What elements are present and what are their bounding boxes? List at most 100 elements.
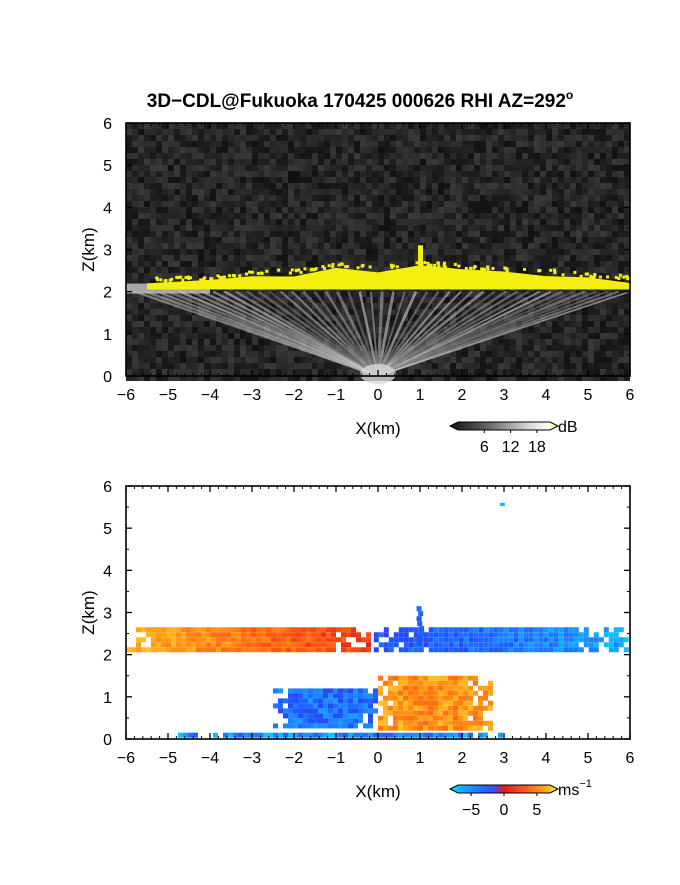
noise-cell: [522, 195, 528, 201]
noise-cell: [240, 141, 246, 147]
velocity-cell: [448, 691, 453, 696]
noise-cell: [300, 195, 306, 201]
velocity-cell: [579, 647, 584, 652]
noise-cell: [522, 171, 528, 177]
noise-cell: [348, 147, 354, 153]
velocity-cell: [403, 706, 408, 711]
noise-cell: [312, 141, 318, 147]
noise-cell: [618, 369, 624, 375]
noise-cell: [126, 357, 132, 363]
noise-cell: [210, 231, 216, 237]
noise-cell: [174, 201, 180, 207]
noise-cell: [180, 147, 186, 153]
velocity-cell: [238, 733, 243, 738]
noise-cell: [546, 183, 552, 189]
velocity-cell: [564, 642, 569, 647]
velocity-cell: [318, 708, 323, 713]
velocity-cell: [439, 637, 444, 642]
velocity-cell: [266, 627, 271, 632]
noise-cell: [330, 135, 336, 141]
velocity-cell: [423, 711, 428, 716]
noise-cell: [540, 237, 546, 243]
noise-cell: [420, 201, 426, 207]
noise-cell: [624, 297, 630, 303]
velocity-cell: [423, 701, 428, 706]
noise-cell: [150, 237, 156, 243]
noise-cell: [582, 141, 588, 147]
noise-cell: [312, 225, 318, 231]
velocity-cell: [246, 642, 251, 647]
noise-cell: [312, 255, 318, 261]
noise-cell: [228, 159, 234, 165]
noise-cell: [618, 183, 624, 189]
noise-cell: [234, 345, 240, 351]
velocity-cell: [438, 733, 443, 738]
noise-cell: [456, 219, 462, 225]
noise-cell: [456, 207, 462, 213]
noise-cell: [462, 249, 468, 255]
velocity-cell: [383, 696, 388, 701]
noise-cell: [156, 261, 162, 267]
noise-cell: [324, 159, 330, 165]
noise-cell: [570, 171, 576, 177]
velocity-cell: [378, 733, 383, 738]
noise-cell: [156, 345, 162, 351]
noise-cell: [186, 219, 192, 225]
noise-cell: [294, 351, 300, 357]
noise-cell: [480, 231, 486, 237]
noise-cell: [390, 153, 396, 159]
velocity-cell: [524, 632, 529, 637]
noise-cell: [228, 231, 234, 237]
noise-cell: [222, 261, 228, 267]
velocity-cell: [433, 716, 438, 721]
velocity-cell: [494, 647, 499, 652]
noise-cell: [282, 213, 288, 219]
velocity-cell: [318, 693, 323, 698]
velocity-cell: [418, 706, 423, 711]
noise-cell: [150, 357, 156, 363]
noise-cell: [552, 345, 558, 351]
noise-cell: [288, 237, 294, 243]
noise-cell: [168, 129, 174, 135]
noise-cell: [144, 231, 150, 237]
noise-cell: [126, 273, 132, 279]
noise-cell: [156, 147, 162, 153]
velocity-cell: [413, 701, 418, 706]
noise-cell: [576, 345, 582, 351]
noise-cell: [336, 189, 342, 195]
velocity-cell: [429, 627, 434, 632]
noise-cell: [282, 177, 288, 183]
velocity-cell: [414, 627, 419, 632]
noise-cell: [204, 219, 210, 225]
noise-cell: [570, 225, 576, 231]
noise-cell: [588, 165, 594, 171]
velocity-cell: [306, 632, 311, 637]
noise-cell: [354, 237, 360, 243]
x-tick-label: 4: [542, 750, 551, 767]
noise-cell: [564, 363, 570, 369]
noise-cell: [186, 171, 192, 177]
noise-cell: [606, 141, 612, 147]
noise-cell: [426, 237, 432, 243]
noise-cell: [432, 141, 438, 147]
noise-cell: [414, 135, 420, 141]
noise-cell: [312, 171, 318, 177]
noise-cell: [588, 135, 594, 141]
noise-cell: [408, 189, 414, 195]
velocity-cell: [373, 688, 378, 693]
noise-cell: [240, 267, 246, 273]
velocity-cell: [293, 693, 298, 698]
velocity-cell: [509, 627, 514, 632]
noise-cell: [318, 219, 324, 225]
noise-cell: [480, 135, 486, 141]
velocity-cell: [473, 681, 478, 686]
noise-cell: [186, 189, 192, 195]
noise-cell: [396, 225, 402, 231]
noise-cell: [192, 249, 198, 255]
velocity-cell: [301, 627, 306, 632]
velocity-cell: [321, 637, 326, 642]
noise-cell: [258, 237, 264, 243]
noise-cell: [222, 135, 228, 141]
noise-cell: [210, 201, 216, 207]
noise-cell: [600, 159, 606, 165]
